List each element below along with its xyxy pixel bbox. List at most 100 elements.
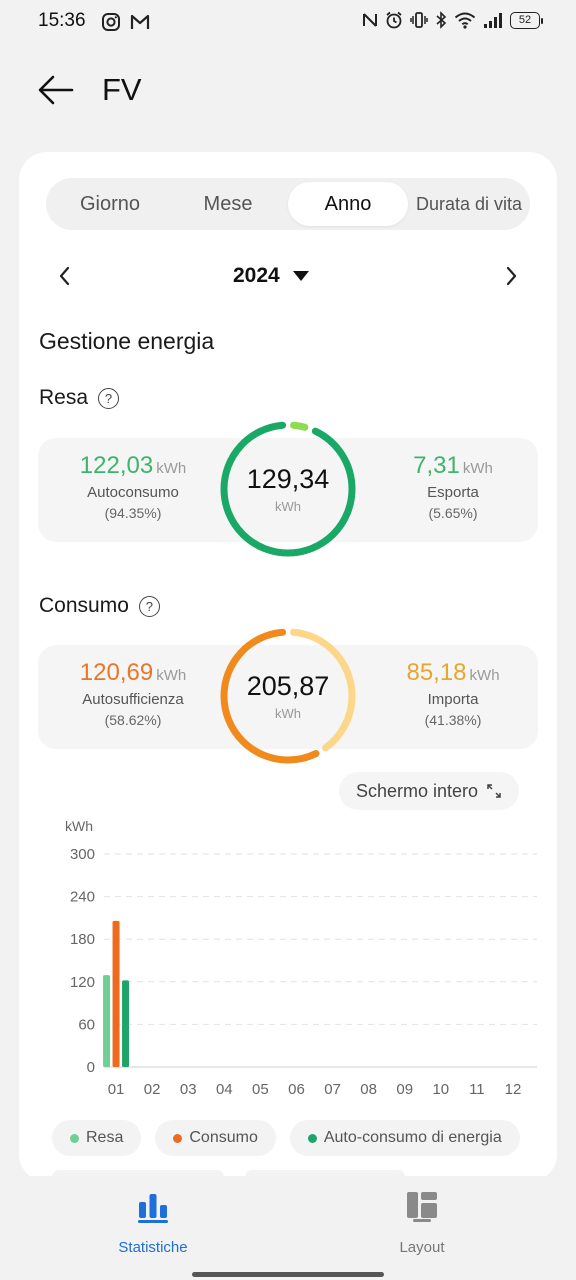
resa-main-arc (220, 421, 356, 557)
bluetooth-icon (436, 11, 447, 29)
importa-label: Importa (427, 691, 479, 708)
tab-giorno[interactable]: Giorno (79, 193, 141, 215)
nav-statistiche-label: Statistiche (118, 1239, 188, 1256)
importa-unit: kWh (469, 667, 500, 684)
legend-label: Auto-consumo di energia (323, 1129, 502, 1146)
legend-dot (70, 1133, 79, 1143)
consumo-total-unit: kWh (275, 706, 301, 721)
x-tick-label: 01 (108, 1081, 125, 1098)
signal-icon (484, 13, 502, 28)
y-tick-label: 120 (70, 974, 95, 991)
top-bar: FV (0, 60, 576, 122)
autoconsumo-stat: 122,03 kWh Autoconsumo (94.35%) (58, 452, 208, 521)
y-tick-label: 300 (70, 846, 95, 863)
y-tick-label: 240 (70, 889, 95, 906)
x-tick-label: 05 (252, 1081, 269, 1098)
y-axis-label: kWh (65, 818, 93, 834)
nav-statistiche[interactable]: Statistiche (73, 1190, 233, 1256)
resa-title-row: Resa ? (39, 386, 120, 410)
year-label: 2024 (233, 264, 280, 287)
alarm-icon (386, 11, 402, 29)
autosufficienza-label: Autosufficienza (82, 691, 184, 708)
importa-stat: 85,18 kWh Importa (41.38%) (378, 659, 528, 728)
legend-dot (173, 1133, 183, 1143)
chevron-right-icon (506, 266, 517, 286)
bar-resa[interactable] (103, 975, 111, 1067)
esporta-label: Esporta (427, 484, 479, 501)
legend-item-autoconsumo[interactable]: Auto-consumo di energia (289, 1120, 520, 1156)
legend-label: Resa (86, 1129, 124, 1146)
importa-percent: (41.38%) (424, 712, 482, 728)
autoconsumo-value: 122,03 (79, 452, 154, 479)
consumo-title: Consumo (39, 594, 129, 617)
resa-total-value: 129,34 (246, 464, 330, 494)
autosufficienza-value: 120,69 (79, 659, 154, 686)
x-tick-label: 06 (288, 1081, 305, 1098)
esporta-percent: (5.65%) (428, 505, 478, 521)
x-tick-label: 04 (216, 1081, 233, 1098)
autoconsumo-percent: (94.35%) (104, 505, 162, 521)
consumo-total-value: 205,87 (246, 671, 330, 701)
esporta-value: 7,31 (413, 452, 460, 479)
bottom-navigation: Statistiche Layout (0, 1176, 576, 1280)
tab-anno[interactable]: Anno (288, 182, 408, 226)
autosufficienza-percent: (58.62%) (104, 712, 162, 728)
resa-donut: 129,34 kWh (217, 418, 359, 560)
x-tick-label: 08 (360, 1081, 377, 1098)
resa-title: Resa (39, 386, 89, 409)
status-time: 15:36 (38, 10, 86, 31)
consumo-secondary-arc (220, 628, 356, 764)
instagram-icon (102, 13, 120, 31)
home-indicator (192, 1272, 384, 1277)
y-tick-label: 180 (70, 931, 95, 948)
nfc-icon (363, 13, 377, 27)
arrow-left-icon (38, 75, 74, 105)
fullscreen-button[interactable]: Schermo intero (339, 772, 519, 810)
section-title: Gestione energia (39, 328, 215, 354)
x-tick-label: 09 (396, 1081, 413, 1098)
nav-layout[interactable]: Layout (342, 1190, 502, 1256)
autosufficienza-stat: 120,69 kWh Autosufficienza (58.62%) (58, 659, 208, 728)
previous-year-button[interactable] (53, 262, 77, 290)
bar-auto-consumo-di-energia[interactable] (122, 980, 130, 1067)
legend-item-resa[interactable]: Resa (52, 1120, 142, 1156)
bar-consumo[interactable] (112, 920, 120, 1067)
status-bar: 15:36 52 (0, 0, 576, 44)
x-tick-label: 07 (324, 1081, 341, 1098)
resa-total-unit: kWh (275, 499, 301, 514)
gmail-icon (130, 14, 150, 29)
importa-value: 85,18 (406, 659, 467, 686)
x-tick-label: 03 (180, 1081, 197, 1098)
chart-legend: Resa Consumo Auto-consumo di energia (52, 1120, 520, 1156)
consumo-panel: 120,69 kWh Autosufficienza (58.62%) 85,18… (38, 645, 538, 749)
help-icon[interactable]: ? (138, 595, 160, 617)
fullscreen-label: Schermo intero (355, 780, 479, 801)
caret-down-icon (292, 271, 309, 281)
esporta-stat: 7,31 kWh Esporta (5.65%) (378, 452, 528, 521)
back-button[interactable] (36, 72, 76, 108)
energy-bar-chart: kWh 0 60 120 180 240 300 01 02 03 04 05 06 07 08 09 10 11… (65, 818, 537, 1098)
consumo-donut: 205,87 kWh (217, 625, 359, 767)
x-tick-label: 11 (469, 1081, 485, 1098)
battery-icon: 52 (510, 11, 543, 29)
legend-dot (307, 1133, 317, 1143)
period-tabs: Giorno Mese Anno Durata di vita (46, 178, 530, 230)
next-year-button[interactable] (499, 262, 523, 290)
x-tick-label: 12 (505, 1081, 522, 1098)
help-icon[interactable]: ? (98, 387, 120, 409)
tab-durata-di-vita[interactable]: Durata di vita (415, 194, 523, 214)
year-dropdown[interactable]: 2024 (233, 260, 310, 292)
vibrate-icon (410, 12, 428, 28)
esporta-unit: kWh (462, 460, 493, 477)
main-card: Giorno Mese Anno Durata di vita 2024 Ges… (19, 152, 557, 1182)
y-tick-label: 60 (78, 1016, 95, 1033)
legend-item-consumo[interactable]: Consumo (155, 1120, 276, 1156)
consumo-main-arc (220, 628, 356, 764)
tab-mese[interactable]: Mese (203, 193, 253, 215)
resa-panel: 122,03 kWh Autoconsumo (94.35%) 7,31 kWh E… (38, 438, 538, 542)
autoconsumo-label: Autoconsumo (87, 484, 179, 501)
nav-layout-label: Layout (399, 1239, 445, 1256)
wifi-icon (454, 12, 476, 29)
x-tick-label: 02 (144, 1081, 161, 1098)
x-tick-label: 10 (432, 1081, 449, 1098)
